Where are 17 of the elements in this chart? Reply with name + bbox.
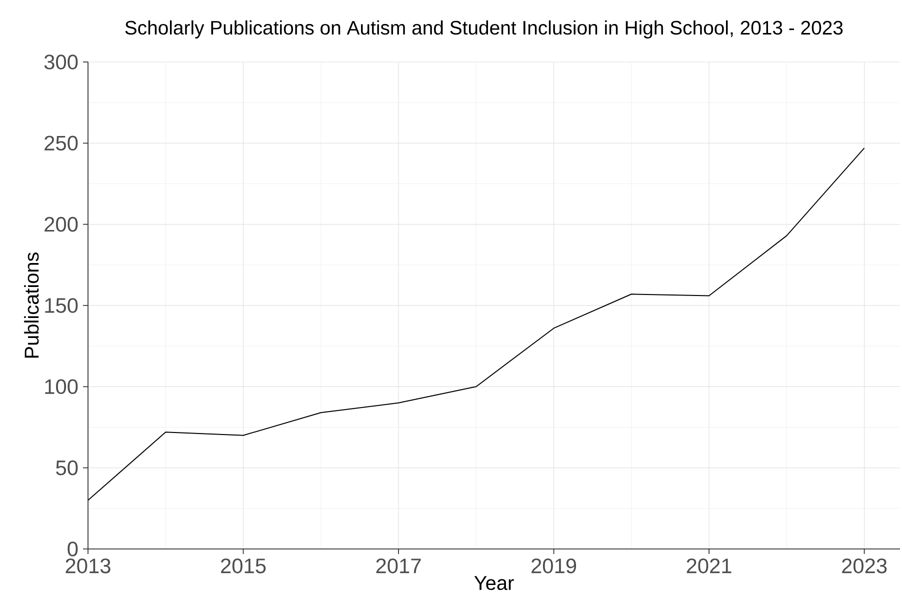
chart-title: Scholarly Publications on Autism and Student Inclusion in High School, 2013 - 2023 (125, 20, 843, 38)
y-tick-label: 50 (56, 460, 78, 476)
x-tick-label: 2019 (532, 558, 576, 574)
x-tick-label: 2013 (66, 558, 110, 574)
y-tick-label: 300 (44, 54, 78, 70)
y-tick-label: 0 (68, 542, 78, 556)
y-tick-label: 150 (45, 298, 78, 313)
x-axis-title: Year (474, 576, 514, 590)
y-tick-label: 200 (44, 216, 78, 232)
line-series (88, 148, 865, 501)
y-tick-label: 100 (45, 379, 78, 394)
x-tick-label: 2021 (686, 558, 732, 574)
x-tick-label: 2023 (842, 558, 887, 574)
y-tick-label: 250 (44, 136, 78, 151)
y-axis-title: Publications (24, 252, 39, 358)
x-tick-label: 2017 (376, 558, 421, 574)
x-tick-label: 2015 (221, 558, 266, 574)
